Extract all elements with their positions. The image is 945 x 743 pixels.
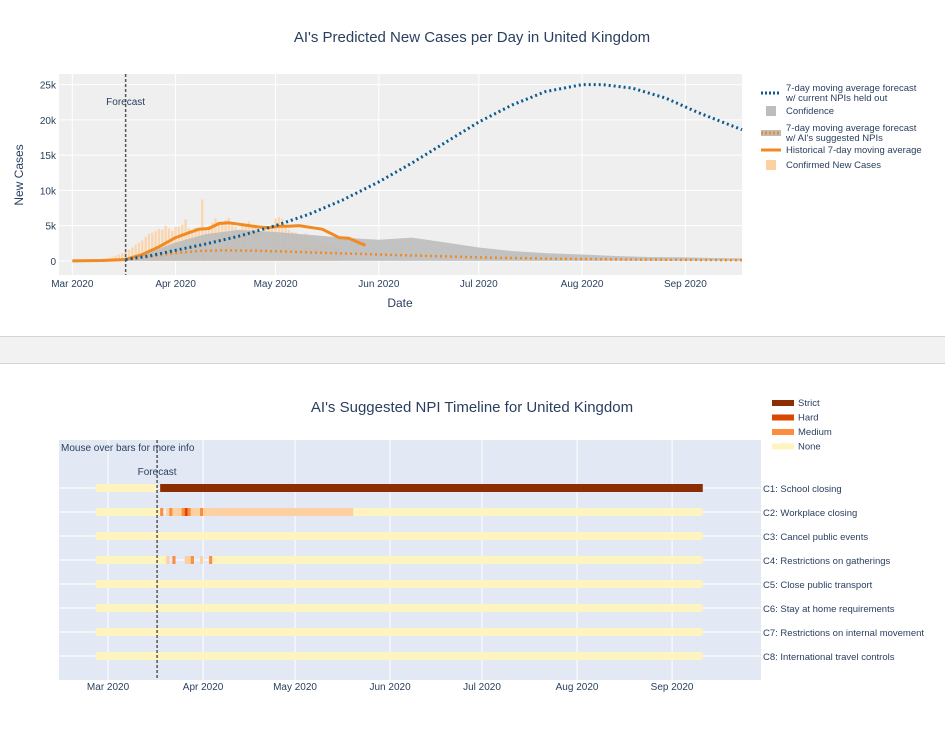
npi-row-label: C8: International travel controls <box>763 652 895 663</box>
npi-segment-bar <box>96 484 157 492</box>
legend-swatch <box>766 160 776 170</box>
hover-note: Mouse over bars for more info <box>61 443 195 454</box>
x-tick-label: Aug 2020 <box>556 682 599 693</box>
npi-segment-bar <box>96 556 167 564</box>
npi-legend: Strict Hard Medium None <box>772 398 832 453</box>
npi-segment-bar <box>96 652 703 660</box>
legend-swatch <box>772 415 794 421</box>
cases-chart-panel: AI's Predicted New Cases per Day in Unit… <box>0 0 945 337</box>
x-axis-label: Date <box>387 296 413 310</box>
legend-entry-label: Strict <box>798 398 820 409</box>
y-axis-label: New Cases <box>12 144 26 205</box>
npi-segment-bar <box>172 556 175 564</box>
npi-segment-bar <box>188 508 191 516</box>
panel-separator <box>0 337 945 364</box>
legend-swatch <box>772 429 794 435</box>
y-tick-label: 15k <box>40 151 57 162</box>
x-tick-label: Sep 2020 <box>664 279 707 290</box>
npi-segment-bar <box>182 508 185 516</box>
x-tick-label: Jul 2020 <box>463 682 501 693</box>
npi-chart[interactable]: AI's Suggested NPI Timeline for United K… <box>0 364 945 738</box>
legend-swatch <box>772 400 794 406</box>
npi-segment-bar <box>96 604 703 612</box>
x-tick-label: Apr 2020 <box>155 279 196 290</box>
legend-entry-label: w/ AI's suggested NPIs <box>785 133 883 144</box>
y-tick-label: 10k <box>40 186 57 197</box>
npi-segment-bar <box>172 508 181 516</box>
npi-segment-bar <box>160 484 703 492</box>
npi-segment-bar <box>185 556 191 564</box>
y-tick-label: 0 <box>50 257 56 268</box>
npi-segment-bar <box>212 556 702 564</box>
legend-entry-label: None <box>798 442 821 453</box>
y-tick-label: 20k <box>40 116 57 127</box>
legend-entry-label: Confidence <box>786 106 834 117</box>
forecast-label: Forecast <box>138 467 177 478</box>
x-tick-label: Jul 2020 <box>460 279 498 290</box>
x-tick-label: Sep 2020 <box>651 682 694 693</box>
x-tick-label: May 2020 <box>254 279 298 290</box>
npi-segment-bar <box>96 532 703 540</box>
legend-entry-label: w/ current NPIs held out <box>785 93 888 104</box>
legend-entry-label: Hard <box>798 413 819 424</box>
forecast-label: Forecast <box>106 97 145 108</box>
npi-row-label: C5: Close public transport <box>763 580 873 591</box>
cases-chart[interactable]: AI's Predicted New Cases per Day in Unit… <box>0 0 945 336</box>
chart-title: AI's Predicted New Cases per Day in Unit… <box>294 29 650 46</box>
npi-row-label: C4: Restrictions on gatherings <box>763 556 891 567</box>
x-tick-label: Apr 2020 <box>183 682 224 693</box>
legend-entry-label: Historical 7-day moving average <box>786 145 922 156</box>
legend-entry-label: Medium <box>798 427 832 438</box>
legend-swatch <box>766 106 776 116</box>
x-tick-label: Aug 2020 <box>561 279 604 290</box>
npi-segment-bar <box>200 508 203 516</box>
npi-segment-bar <box>96 508 160 516</box>
npi-row-label: C1: School closing <box>763 484 842 495</box>
npi-segment-bar <box>96 580 703 588</box>
y-tick-label: 5k <box>45 222 57 233</box>
npi-segment-bar <box>166 508 169 516</box>
npi-segment-bar <box>166 556 169 564</box>
npi-chart-panel: AI's Suggested NPI Timeline for United K… <box>0 364 945 738</box>
npi-segment-bar <box>209 556 212 564</box>
npi-segment-bar <box>203 508 209 516</box>
npi-row-label: C2: Workplace closing <box>763 508 857 519</box>
y-tick-label: 25k <box>40 81 57 92</box>
npi-segment-bar <box>200 556 203 564</box>
npi-segment-bar <box>169 508 172 516</box>
x-tick-label: Mar 2020 <box>51 279 94 290</box>
x-tick-label: Jun 2020 <box>369 682 411 693</box>
x-tick-label: Mar 2020 <box>87 682 130 693</box>
npi-segment-bar <box>209 508 353 516</box>
npi-segment-bar <box>353 508 702 516</box>
npi-segment-bar <box>191 556 194 564</box>
legend-swatch <box>772 444 794 450</box>
npi-segment-bar <box>191 508 200 516</box>
npi-row-label: C6: Stay at home requirements <box>763 604 895 615</box>
x-tick-label: Jun 2020 <box>358 279 400 290</box>
npi-segment-bar <box>160 508 163 516</box>
x-tick-label: May 2020 <box>273 682 317 693</box>
npi-row-label: C3: Cancel public events <box>763 532 868 543</box>
npi-row-label: C7: Restrictions on internal movement <box>763 628 924 639</box>
chart-title: AI's Suggested NPI Timeline for United K… <box>311 399 633 416</box>
npi-segment-bar <box>185 508 188 516</box>
legend-entry-label: Confirmed New Cases <box>786 160 881 171</box>
npi-segment-bar <box>96 628 703 636</box>
